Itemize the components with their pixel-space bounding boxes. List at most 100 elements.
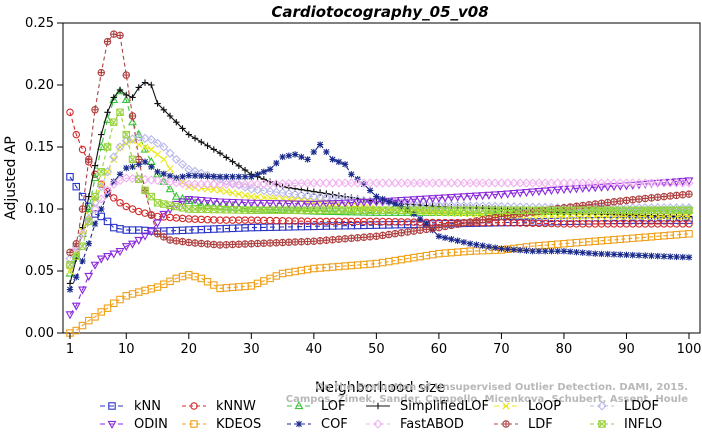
point-marker <box>234 199 244 208</box>
point-marker <box>122 130 131 139</box>
point-marker <box>128 155 137 164</box>
point-marker-cross <box>422 206 430 214</box>
y-tick-label: 0.10 <box>25 202 54 217</box>
point-marker <box>204 142 211 149</box>
point-marker <box>115 175 125 186</box>
point-marker-cross <box>173 237 180 245</box>
point-marker <box>294 401 304 410</box>
point-marker <box>328 206 338 215</box>
point-marker-cross <box>572 206 581 214</box>
point-marker <box>66 173 74 181</box>
point-marker <box>66 286 74 293</box>
point-marker <box>304 156 311 163</box>
point-marker <box>196 179 206 189</box>
point-marker <box>196 196 206 206</box>
point-marker <box>440 194 450 203</box>
point-marker <box>173 174 180 182</box>
point-marker-cross <box>617 197 624 205</box>
point-marker-cross <box>228 206 237 214</box>
point-marker <box>190 179 200 189</box>
point-marker-cross <box>310 206 318 214</box>
series-kdeos <box>66 230 693 337</box>
point-marker <box>78 242 87 250</box>
point-marker-cross <box>679 206 687 214</box>
point-marker-cross <box>485 206 493 214</box>
point-marker <box>579 249 586 256</box>
point-marker-cross <box>266 206 274 214</box>
point-marker-cross <box>616 206 624 214</box>
point-marker <box>491 244 499 251</box>
point-marker <box>548 247 555 255</box>
point-marker <box>396 178 407 188</box>
series-fastabod <box>65 173 694 270</box>
point-marker <box>302 178 313 188</box>
point-marker <box>547 212 556 220</box>
point-marker <box>373 419 383 429</box>
point-marker-cross <box>641 206 649 214</box>
point-marker <box>72 252 81 260</box>
x-tick-label: 10 <box>118 342 135 357</box>
point-marker-cross <box>166 201 174 209</box>
chart-title: Cardiotocography_05_v08 <box>271 3 488 21</box>
point-marker-cross <box>672 206 681 214</box>
plot-frame <box>62 22 701 334</box>
point-marker <box>227 179 238 189</box>
point-marker-cross <box>642 195 649 202</box>
point-marker <box>309 178 319 188</box>
point-marker <box>509 178 519 188</box>
point-marker <box>179 125 186 132</box>
point-marker <box>484 191 494 200</box>
point-marker <box>107 420 117 429</box>
point-marker <box>592 250 599 257</box>
point-marker <box>585 249 593 257</box>
point-marker <box>96 182 106 192</box>
point-marker-cross <box>298 238 305 245</box>
point-marker <box>216 173 224 180</box>
y-tick-label: 0.15 <box>25 140 54 155</box>
point-marker-cross <box>72 252 80 260</box>
point-marker-cross <box>329 236 336 243</box>
point-marker-cross <box>629 196 636 203</box>
point-marker-cross <box>547 206 556 214</box>
point-marker <box>379 195 386 203</box>
point-marker-cross <box>554 206 562 214</box>
point-marker <box>97 168 106 176</box>
point-marker <box>572 212 581 221</box>
point-marker <box>78 145 87 154</box>
point-marker-cross <box>404 228 411 236</box>
point-marker-cross <box>379 206 387 214</box>
point-marker <box>135 161 142 168</box>
legend-item-ldf: LDF <box>494 417 553 432</box>
point-marker-cross <box>291 238 299 246</box>
point-marker-cross <box>285 206 293 214</box>
point-marker <box>409 196 419 205</box>
point-marker-cross <box>154 230 161 237</box>
point-marker <box>378 178 388 188</box>
point-marker <box>521 178 532 188</box>
point-marker <box>374 402 382 410</box>
point-marker <box>152 138 163 148</box>
point-marker <box>653 179 663 188</box>
point-marker <box>203 197 213 206</box>
point-marker <box>598 420 606 428</box>
point-marker-cross <box>116 108 124 116</box>
point-marker <box>603 178 613 188</box>
point-marker-cross <box>585 206 593 214</box>
point-marker-cross <box>391 206 399 214</box>
point-marker <box>215 198 225 207</box>
point-marker-cross <box>191 239 199 247</box>
point-marker <box>440 178 450 188</box>
point-marker-cross <box>410 206 418 214</box>
point-marker <box>553 186 563 195</box>
point-marker <box>204 173 211 180</box>
point-marker-cross <box>316 206 324 214</box>
point-marker <box>553 178 563 188</box>
point-marker <box>528 178 538 188</box>
point-marker <box>334 193 344 204</box>
point-marker <box>259 186 269 196</box>
point-marker-cross <box>435 224 443 231</box>
point-marker <box>271 187 281 197</box>
point-marker <box>502 402 510 410</box>
point-marker <box>165 205 175 214</box>
point-marker <box>295 420 303 428</box>
